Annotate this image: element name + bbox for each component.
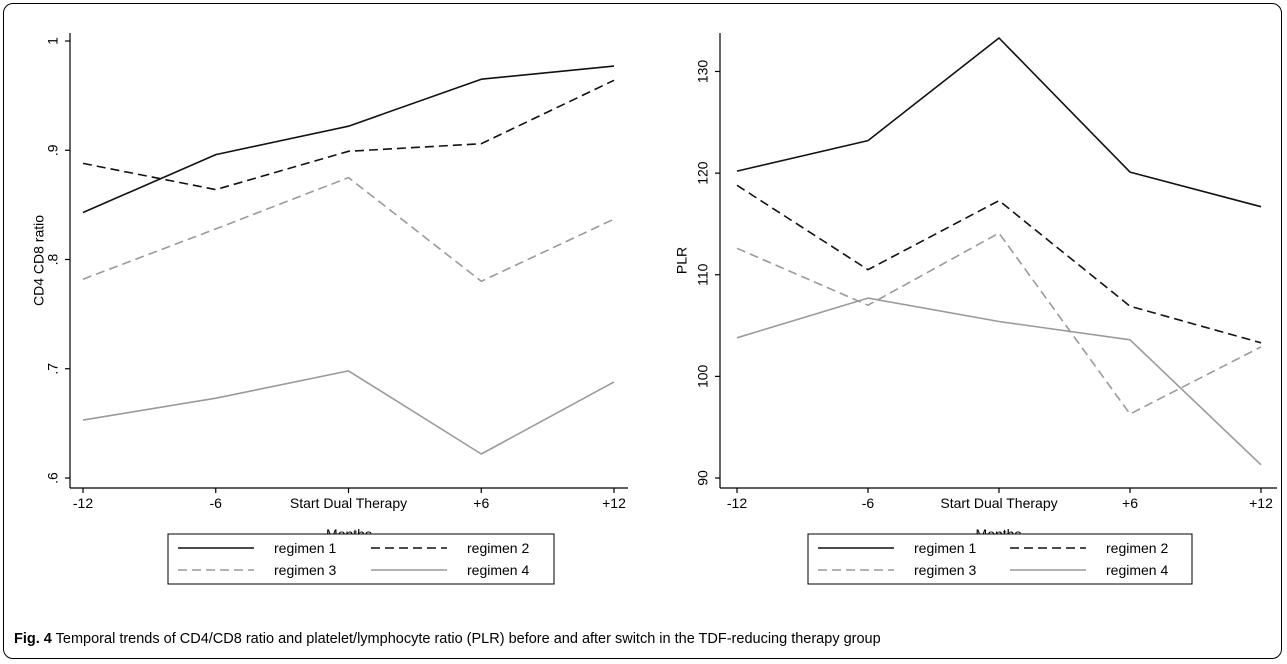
x-tick-label: Start Dual Therapy bbox=[940, 495, 1057, 511]
legend-label-regimen-1: regimen 1 bbox=[274, 540, 336, 556]
x-tick-label: -12 bbox=[73, 495, 93, 511]
y-tick-label: 1 bbox=[45, 37, 61, 45]
y-tick-label: 130 bbox=[695, 60, 711, 84]
x-tick-label: -12 bbox=[727, 495, 747, 511]
x-tick-label: -6 bbox=[210, 495, 223, 511]
figure-frame bbox=[3, 3, 1282, 659]
y-tick-label: 90 bbox=[695, 470, 711, 486]
series-line-regimen-3 bbox=[736, 232, 1262, 415]
series-line-regimen-3 bbox=[82, 176, 615, 283]
x-tick-label: -6 bbox=[862, 495, 875, 511]
y-tick-label: 100 bbox=[695, 364, 711, 388]
legend-label-regimen-1: regimen 1 bbox=[914, 540, 976, 556]
y-tick-label: .6 bbox=[45, 472, 61, 484]
legend-box bbox=[167, 533, 555, 585]
series-line-regimen-1 bbox=[82, 65, 615, 214]
chart-plr: 90 100 110 120 130 -12 -6 Start Dual Therapy +6 +… bbox=[674, 33, 1277, 585]
y-tick-label: .8 bbox=[45, 253, 61, 265]
x-tick-label: Start Dual Therapy bbox=[290, 495, 407, 511]
legend-label-regimen-3: regimen 3 bbox=[914, 562, 976, 578]
legend: regimen 1 regimen 2 regimen 3 regimen 4 bbox=[807, 533, 1193, 585]
legend-label-regimen-2: regimen 2 bbox=[467, 540, 529, 556]
series-line-regimen-4 bbox=[82, 370, 615, 455]
series-line-regimen-2 bbox=[82, 79, 615, 191]
figure-caption-text: Temporal trends of CD4/CD8 ratio and pla… bbox=[55, 631, 881, 647]
legend-label-regimen-4: regimen 4 bbox=[467, 562, 529, 578]
x-tick-label: +6 bbox=[473, 495, 489, 511]
y-tick-label: .9 bbox=[45, 144, 61, 156]
legend-box bbox=[807, 533, 1193, 585]
x-tick-label: +12 bbox=[602, 495, 626, 511]
y-axis-title: CD4 CD8 ratio bbox=[31, 215, 47, 306]
legend-label-regimen-4: regimen 4 bbox=[1106, 562, 1168, 578]
series-line-regimen-2 bbox=[736, 184, 1262, 344]
y-tick-label: 110 bbox=[695, 263, 711, 286]
y-tick-label: 120 bbox=[695, 161, 711, 185]
legend-label-regimen-3: regimen 3 bbox=[274, 562, 336, 578]
legend-label-regimen-2: regimen 2 bbox=[1106, 540, 1168, 556]
series-line-regimen-4 bbox=[736, 297, 1262, 466]
series-line-regimen-1 bbox=[736, 37, 1262, 208]
x-tick-label: +12 bbox=[1249, 495, 1273, 511]
figure-caption: Fig. 4 Temporal trends of CD4/CD8 ratio … bbox=[14, 631, 881, 647]
y-tick-label: .7 bbox=[45, 363, 61, 375]
legend: regimen 1 regimen 2 regimen 3 regimen 4 bbox=[167, 533, 555, 585]
y-axis-title: PLR bbox=[674, 247, 690, 274]
x-tick-label: +6 bbox=[1122, 495, 1138, 511]
figure-caption-label: Fig. 4 bbox=[14, 631, 52, 647]
